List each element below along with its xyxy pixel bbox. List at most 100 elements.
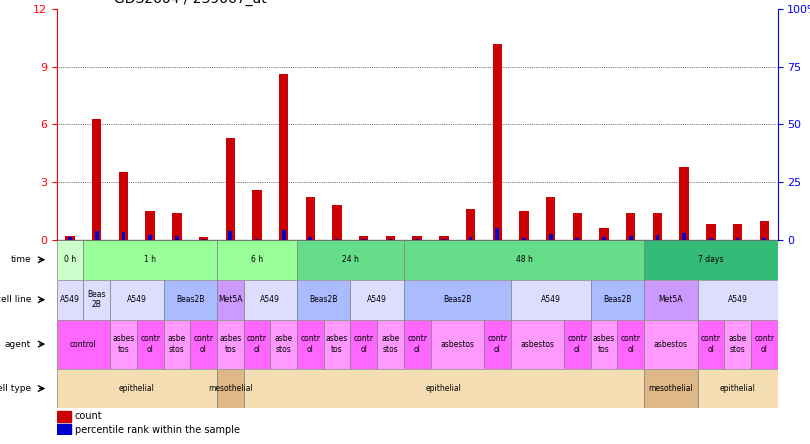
Text: percentile rank within the sample: percentile rank within the sample: [75, 425, 240, 435]
Bar: [762, 238, 766, 240]
FancyBboxPatch shape: [644, 280, 697, 320]
Text: control: control: [70, 340, 96, 349]
Bar: [709, 238, 713, 240]
Text: 48 h: 48 h: [515, 255, 532, 264]
Text: Beas2B: Beas2B: [176, 295, 204, 304]
Bar: [682, 233, 686, 240]
Bar: [146, 211, 155, 240]
Bar: [416, 239, 419, 240]
FancyBboxPatch shape: [217, 369, 244, 408]
FancyBboxPatch shape: [617, 320, 644, 369]
Bar: [122, 232, 126, 240]
Bar: [680, 166, 688, 240]
Bar: [332, 205, 342, 240]
Text: contr
ol: contr ol: [301, 334, 320, 354]
Text: epithelial: epithelial: [719, 384, 756, 393]
FancyBboxPatch shape: [351, 320, 377, 369]
Text: cell line: cell line: [0, 295, 32, 304]
FancyBboxPatch shape: [217, 320, 244, 369]
Text: A549: A549: [727, 295, 748, 304]
Text: 6 h: 6 h: [251, 255, 263, 264]
Bar: [735, 238, 740, 240]
Text: asbes
tos: asbes tos: [220, 334, 241, 354]
Text: mesothelial: mesothelial: [208, 384, 253, 393]
Bar: [92, 119, 101, 240]
Bar: [389, 239, 392, 240]
Bar: [173, 213, 181, 240]
FancyBboxPatch shape: [137, 320, 164, 369]
Bar: [202, 239, 206, 240]
Bar: [546, 198, 556, 240]
Text: asbe
stos: asbe stos: [275, 334, 292, 354]
Bar: [57, 424, 71, 435]
Text: GDS2604 / 239667_at: GDS2604 / 239667_at: [114, 0, 267, 7]
Bar: [252, 190, 262, 240]
Bar: [305, 198, 315, 240]
Text: Met5A: Met5A: [218, 295, 242, 304]
Bar: [309, 238, 312, 240]
Text: 7 days: 7 days: [698, 255, 723, 264]
Bar: [442, 239, 446, 240]
Text: epithelial: epithelial: [426, 384, 462, 393]
Bar: [279, 74, 288, 240]
Text: asbe
stos: asbe stos: [728, 334, 747, 354]
Text: A549: A549: [367, 295, 387, 304]
FancyBboxPatch shape: [297, 280, 351, 320]
FancyBboxPatch shape: [83, 240, 217, 280]
Text: epithelial: epithelial: [119, 384, 155, 393]
FancyBboxPatch shape: [164, 280, 217, 320]
Text: asbe
stos: asbe stos: [382, 334, 399, 354]
Text: Beas
2B: Beas 2B: [87, 290, 106, 309]
Bar: [653, 213, 662, 240]
FancyBboxPatch shape: [217, 280, 244, 320]
Bar: [522, 238, 526, 240]
Bar: [439, 236, 449, 240]
Bar: [386, 236, 395, 240]
FancyBboxPatch shape: [83, 280, 110, 320]
Text: A549: A549: [127, 295, 147, 304]
Bar: [57, 411, 71, 422]
Text: Beas2B: Beas2B: [603, 295, 632, 304]
Text: contr
ol: contr ol: [567, 334, 587, 354]
FancyBboxPatch shape: [297, 240, 404, 280]
Text: 24 h: 24 h: [342, 255, 359, 264]
FancyBboxPatch shape: [751, 320, 778, 369]
FancyBboxPatch shape: [697, 320, 724, 369]
FancyBboxPatch shape: [404, 280, 510, 320]
FancyBboxPatch shape: [510, 280, 590, 320]
Text: A549: A549: [60, 295, 80, 304]
FancyBboxPatch shape: [110, 320, 137, 369]
Bar: [573, 213, 582, 240]
Bar: [199, 237, 208, 240]
FancyBboxPatch shape: [644, 320, 697, 369]
Bar: [602, 237, 606, 240]
FancyBboxPatch shape: [351, 280, 404, 320]
Text: cell type: cell type: [0, 384, 32, 393]
Text: count: count: [75, 412, 102, 421]
Bar: [95, 231, 99, 240]
FancyBboxPatch shape: [244, 280, 297, 320]
Text: contr
ol: contr ol: [620, 334, 641, 354]
FancyBboxPatch shape: [57, 240, 83, 280]
Bar: [412, 236, 422, 240]
FancyBboxPatch shape: [697, 369, 778, 408]
Bar: [626, 213, 635, 240]
FancyBboxPatch shape: [271, 320, 297, 369]
FancyBboxPatch shape: [644, 369, 697, 408]
Text: contr
ol: contr ol: [140, 334, 160, 354]
Text: Met5A: Met5A: [659, 295, 683, 304]
FancyBboxPatch shape: [190, 320, 217, 369]
FancyBboxPatch shape: [484, 320, 510, 369]
Text: asbestos: asbestos: [520, 340, 554, 349]
Text: 1 h: 1 h: [144, 255, 156, 264]
FancyBboxPatch shape: [590, 320, 617, 369]
Text: contr
ol: contr ol: [194, 334, 214, 354]
Bar: [119, 172, 128, 240]
FancyBboxPatch shape: [404, 240, 644, 280]
Bar: [549, 234, 552, 240]
Bar: [492, 44, 502, 240]
Text: asbes
tos: asbes tos: [593, 334, 615, 354]
FancyBboxPatch shape: [57, 320, 110, 369]
Bar: [335, 238, 339, 240]
FancyBboxPatch shape: [430, 320, 484, 369]
